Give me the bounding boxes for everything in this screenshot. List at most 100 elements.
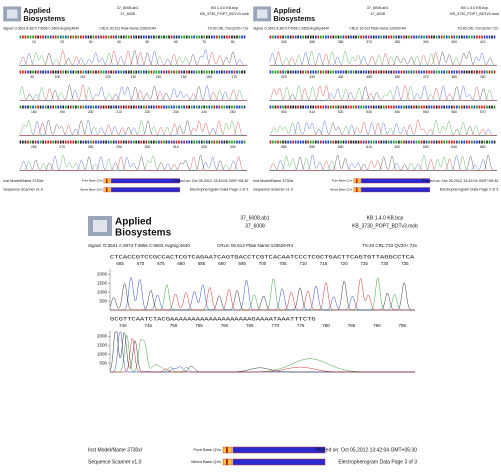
base-strip — [221, 70, 223, 74]
file: 37_6008.ab1 — [240, 215, 269, 221]
base-strip — [233, 70, 236, 74]
base-strip — [272, 140, 274, 144]
base-strip — [102, 140, 105, 144]
base-strip — [203, 140, 206, 144]
base-strip — [85, 140, 87, 144]
base-strip — [425, 70, 428, 74]
base-position: 725 — [360, 261, 368, 266]
base-strip — [433, 70, 435, 74]
base-strip — [87, 70, 90, 74]
base-strip — [85, 70, 87, 74]
base-strip — [347, 105, 350, 109]
base-strip — [24, 70, 27, 74]
base-strip — [97, 70, 100, 74]
base-strip — [72, 70, 75, 74]
base-strip — [87, 105, 90, 109]
base-strip — [100, 105, 102, 109]
base-strip — [448, 35, 451, 39]
base-strip — [423, 105, 425, 109]
qv-mark — [226, 459, 228, 465]
base-position: 120 — [105, 75, 111, 79]
base-strip — [415, 70, 418, 74]
base-strip — [102, 105, 105, 109]
base-strip — [337, 35, 340, 39]
base-position: 690 — [218, 261, 226, 266]
base-strip — [77, 35, 80, 39]
base-strip — [62, 140, 65, 144]
base-strip — [415, 105, 418, 109]
base-strip — [135, 35, 138, 39]
base-strip — [236, 105, 238, 109]
base-strip — [95, 105, 97, 109]
base-strip — [137, 70, 140, 74]
base-strip — [195, 70, 198, 74]
base-strip — [183, 140, 185, 144]
base-strip — [92, 35, 95, 39]
base-strip — [299, 105, 302, 109]
base-strip — [453, 105, 456, 109]
base-strip — [448, 105, 451, 109]
logo-line1: Applied — [273, 6, 301, 15]
base-strip — [461, 70, 463, 74]
base-strip — [188, 105, 190, 109]
base-strip — [292, 105, 294, 109]
instrument: Inst Model/Name 3730xl — [253, 179, 293, 183]
y-tick-label: 500 — [99, 360, 107, 365]
base-strip — [380, 70, 383, 74]
base-strip — [309, 105, 312, 109]
mixed-qv: Mixed Base QVs — [330, 188, 353, 192]
trace — [19, 156, 247, 171]
base-strip — [302, 35, 304, 39]
base-strip — [137, 105, 140, 109]
base-strip — [173, 35, 175, 39]
base-strip — [95, 140, 97, 144]
base-strip — [168, 140, 170, 144]
base-strip — [226, 140, 228, 144]
base-strip — [125, 140, 128, 144]
base-strip — [284, 70, 287, 74]
trace — [269, 119, 497, 136]
base-strip — [218, 105, 221, 109]
base-strip — [112, 105, 115, 109]
base-strip — [52, 35, 54, 39]
base-strip — [483, 105, 486, 109]
base-strip — [44, 105, 47, 109]
base-strip — [355, 70, 357, 74]
base-strip — [413, 35, 415, 39]
base-strip — [450, 70, 453, 74]
base-strip — [208, 140, 211, 144]
software: Sequence Scanner v1.0 — [253, 188, 293, 192]
base-strip — [92, 70, 95, 74]
base-strip — [27, 105, 29, 109]
base-strip — [143, 105, 145, 109]
base-strip — [297, 35, 299, 39]
signal: Signal: G:3531 A:3873 T:4956 C:6503 AvgS… — [88, 243, 190, 248]
mixed-qv: Mixed Base QVs — [80, 188, 103, 192]
base-strip — [95, 70, 97, 74]
base-strip — [471, 140, 473, 144]
base-strip — [448, 140, 451, 144]
base-strip — [380, 105, 383, 109]
base-position: 240 — [201, 110, 207, 114]
base-strip — [458, 140, 461, 144]
base-strip — [395, 70, 398, 74]
base-strip — [153, 105, 155, 109]
trace — [269, 158, 497, 171]
base-strip — [282, 35, 284, 39]
base-strip — [400, 105, 403, 109]
base-strip — [178, 140, 180, 144]
base-strip — [445, 105, 448, 109]
pure-qv: Pure Base QVs — [193, 447, 221, 452]
base-strip — [352, 105, 355, 109]
mobility: KB_3730_POP7_BDTv3.mob — [450, 12, 499, 16]
base-strip — [335, 140, 337, 144]
base-strip — [390, 105, 393, 109]
base-strip — [478, 70, 481, 74]
base-strip — [476, 105, 478, 109]
base-strip — [165, 70, 168, 74]
base-strip — [205, 105, 208, 109]
base-strip — [282, 140, 284, 144]
base-strip — [75, 105, 77, 109]
base-strip — [37, 70, 39, 74]
base-strip — [64, 105, 67, 109]
